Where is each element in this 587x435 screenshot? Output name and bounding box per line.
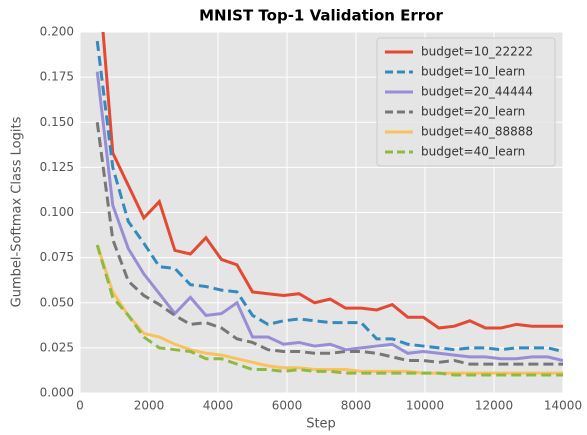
y-tick-label: 0.050	[40, 295, 74, 309]
y-tick-label: 0.150	[40, 115, 74, 129]
legend-text: budget=20_44444	[421, 85, 533, 99]
x-tick-label: 2000	[134, 399, 165, 413]
y-tick-label: 0.075	[40, 250, 74, 264]
legend-text: budget=10_22222	[421, 45, 533, 59]
x-tick-label: 8000	[341, 399, 372, 413]
legend-text: budget=40_88888	[421, 125, 533, 139]
legend-text: budget=10_learn	[421, 65, 525, 79]
x-tick-label: 14000	[544, 399, 582, 413]
x-tick-label: 4000	[203, 399, 234, 413]
legend: budget=10_22222 budget=10_learn budget=20_…	[376, 37, 556, 167]
x-tick-label: 6000	[272, 399, 303, 413]
x-tick-label: 12000	[475, 399, 513, 413]
lines	[95, 32, 563, 377]
y-tick-label: 0.100	[40, 205, 74, 219]
chart-title: MNIST Top-1 Validation Error	[199, 7, 443, 25]
x-tick-label: 10000	[406, 399, 444, 413]
y-tick-label: 0.025	[40, 340, 74, 354]
y-tick-label: 0.200	[40, 25, 74, 39]
legend-text: budget=20_learn	[421, 105, 525, 119]
y-tick-label: 0.000	[40, 386, 74, 400]
legend-box	[376, 37, 556, 167]
y-axis-label: Gumbel-Softmax Class Logits	[10, 116, 25, 307]
series-line	[95, 244, 563, 375]
series-line	[95, 122, 563, 366]
series-line	[95, 244, 563, 377]
y-tick-label: 0.175	[40, 70, 74, 84]
series-line	[101, 32, 563, 330]
x-tick-label: 0	[76, 399, 84, 413]
legend-text: budget=40_learn	[421, 145, 525, 159]
x-axis-label: Step	[306, 417, 336, 432]
y-tick-label: 0.125	[40, 160, 74, 174]
